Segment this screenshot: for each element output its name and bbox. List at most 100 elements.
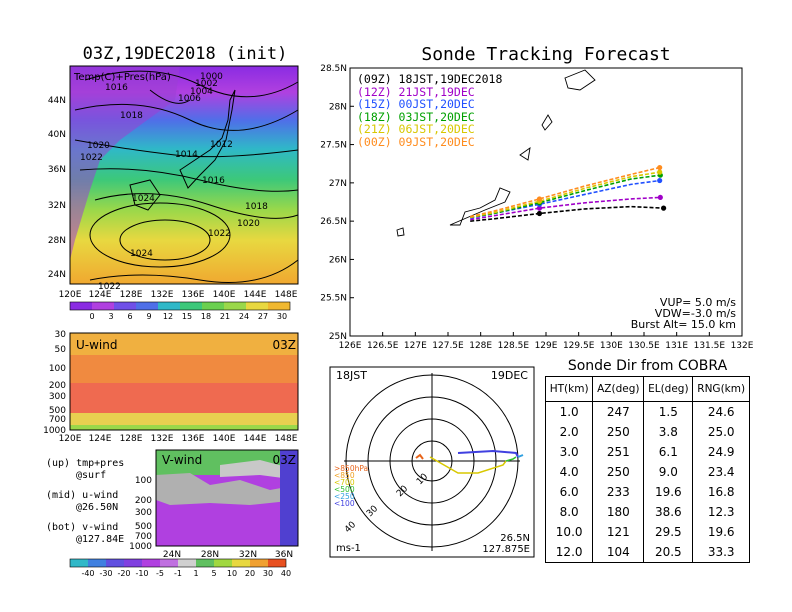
isobar-label: 1012 xyxy=(210,140,233,150)
svg-text:<850: <850 xyxy=(334,471,355,480)
track-legend-entry: (15Z) 00JST,20DEC xyxy=(357,97,475,111)
hodograph-blue xyxy=(457,449,519,458)
range-rings xyxy=(344,373,520,551)
svg-text:100: 100 xyxy=(49,364,66,374)
track-annotations: VUP= 5.0 m/s VDW=-3.0 m/s Burst Alt= 15.… xyxy=(631,296,737,331)
track-point xyxy=(536,205,543,211)
svg-text:300: 300 xyxy=(135,508,152,518)
note-mid: (mid) u-wind @26.50N xyxy=(46,490,119,513)
polar-unit: ms-1 xyxy=(336,543,361,554)
table-cell: 1.5 xyxy=(643,401,693,422)
track-point xyxy=(657,164,663,171)
y-tick-label: 28N xyxy=(329,102,347,112)
svg-text:0: 0 xyxy=(89,312,94,321)
x-tick-label: 127E xyxy=(404,341,427,351)
table-cell: 33.3 xyxy=(692,542,749,562)
note-bot: (bot) v-wind @127.84E xyxy=(46,522,125,545)
svg-text:1: 1 xyxy=(193,569,198,578)
track-series xyxy=(470,164,667,222)
isobar-label: 1004 xyxy=(190,87,213,97)
wind-colorbar-ticks: -40 -30 -20 -10 -5 -1 1 5 10 20 30 40 xyxy=(81,569,291,578)
isobar-label: 1020 xyxy=(87,141,110,151)
svg-text:5: 5 xyxy=(211,569,216,578)
isobar-label: 1024 xyxy=(130,249,153,259)
table-cell: 20.5 xyxy=(643,542,693,562)
svg-text:100: 100 xyxy=(135,476,152,486)
hodograph-cyan xyxy=(517,454,524,458)
temperature-colorbar-ticks: 0 3 6 9 12 15 18 21 24 27 30 xyxy=(89,312,287,321)
table-cell: 1.0 xyxy=(559,405,579,419)
svg-text:21: 21 xyxy=(220,312,230,321)
table-row: 1.0 247 1.5 24.6 xyxy=(546,401,749,422)
table-header-cell: AZ(deg) xyxy=(592,377,644,402)
svg-text:40N: 40N xyxy=(48,130,66,140)
y-tick-label: 25.5N xyxy=(320,294,347,304)
table-cell: 247 xyxy=(592,401,644,422)
table-row: 4.0 250 9.0 23.4 xyxy=(546,462,749,482)
svg-text:28N: 28N xyxy=(201,550,219,560)
isobar-label: 1016 xyxy=(105,83,128,93)
svg-text:-20: -20 xyxy=(117,569,130,578)
track-legend-entry: (00Z) 09JST,20DEC xyxy=(357,134,475,149)
svg-text:>850hPa: >850hPa xyxy=(334,464,368,473)
polar-time-left: 18JST xyxy=(336,369,367,382)
track-point xyxy=(536,210,543,217)
hodograph-orange xyxy=(415,453,424,460)
svg-text:136E: 136E xyxy=(182,434,205,444)
table-cell: 38.6 xyxy=(643,502,693,522)
track-point xyxy=(657,177,663,184)
table-cell: 6.1 xyxy=(643,442,693,462)
table-header-cell: EL(deg) xyxy=(643,377,693,402)
table-cell: 9.0 xyxy=(643,462,693,482)
svg-text:144E: 144E xyxy=(244,290,267,300)
isobar-label: 1018 xyxy=(120,111,143,121)
svg-text:500: 500 xyxy=(135,522,152,532)
svg-text:32N: 32N xyxy=(48,201,66,211)
note-up: (up) tmp+pres @surf xyxy=(46,458,125,481)
sonde-dir-table: HT(km) AZ(deg) EL(deg) RNG(km) 1.0 247 1.5 24.… xyxy=(546,377,749,562)
svg-text:-30: -30 xyxy=(99,569,112,578)
isobars xyxy=(74,70,299,283)
svg-text:24: 24 xyxy=(239,312,249,321)
track-legend: (09Z) 18JST,19DEC2018 (12Z) 21JST,19DEC (1… xyxy=(357,73,502,148)
svg-text:140E: 140E xyxy=(213,434,236,444)
svg-text:18: 18 xyxy=(201,312,211,321)
svg-text:Burst Alt= 15.0 km: Burst Alt= 15.0 km xyxy=(631,318,736,331)
svg-text:148E: 148E xyxy=(275,434,298,444)
isobar-label: 1022 xyxy=(208,229,231,239)
track-line-0 xyxy=(470,205,664,222)
legend-notes: (up) tmp+pres @surf (mid) u-wind @26.50N (… xyxy=(46,458,124,546)
temperature-colorbar xyxy=(69,301,291,311)
table-cell: 6.0 xyxy=(559,485,579,499)
svg-text:44N: 44N xyxy=(48,96,66,106)
y-tick-label: 27.5N xyxy=(320,141,347,151)
table-cell: 12.0 xyxy=(555,545,583,559)
table-cell: 233 xyxy=(592,482,644,502)
svg-text:20: 20 xyxy=(245,569,255,578)
synoptic-title: 03Z,19DEC2018 (init) xyxy=(82,44,288,64)
track-legend-entry: (09Z) 18JST,19DEC2018 xyxy=(357,72,503,86)
svg-text:132E: 132E xyxy=(151,290,174,300)
svg-text:6: 6 xyxy=(127,312,132,321)
vwind-time: 03Z xyxy=(273,453,297,467)
polar-time-right: 19DEC xyxy=(491,369,528,382)
table-cell: 250 xyxy=(592,462,644,482)
table-cell: 23.4 xyxy=(692,462,749,482)
table-cell: 250 xyxy=(592,422,644,442)
y-tick-label: 25N xyxy=(329,332,347,342)
svg-text:40: 40 xyxy=(281,569,291,578)
isobar-label: 1016 xyxy=(202,176,225,186)
track-chart: 126E 126.5E 127E 127.5E 128E 128.5E 129E 129.5E… xyxy=(320,64,754,351)
svg-text:30: 30 xyxy=(263,569,273,578)
track-point xyxy=(657,169,663,175)
x-tick-label: 131E xyxy=(665,341,688,351)
continent-landmass xyxy=(70,66,180,260)
x-tick-label: 126E xyxy=(339,341,362,351)
x-tick-label: 131.5E xyxy=(694,341,726,351)
isobar-label: 1022 xyxy=(98,282,121,292)
table-row: 12.0 104 20.5 33.3 xyxy=(546,542,749,562)
svg-text:9: 9 xyxy=(146,312,151,321)
table-cell: 16.8 xyxy=(692,482,749,502)
y-tick-label: 26.5N xyxy=(320,217,347,227)
svg-text:3: 3 xyxy=(108,312,113,321)
